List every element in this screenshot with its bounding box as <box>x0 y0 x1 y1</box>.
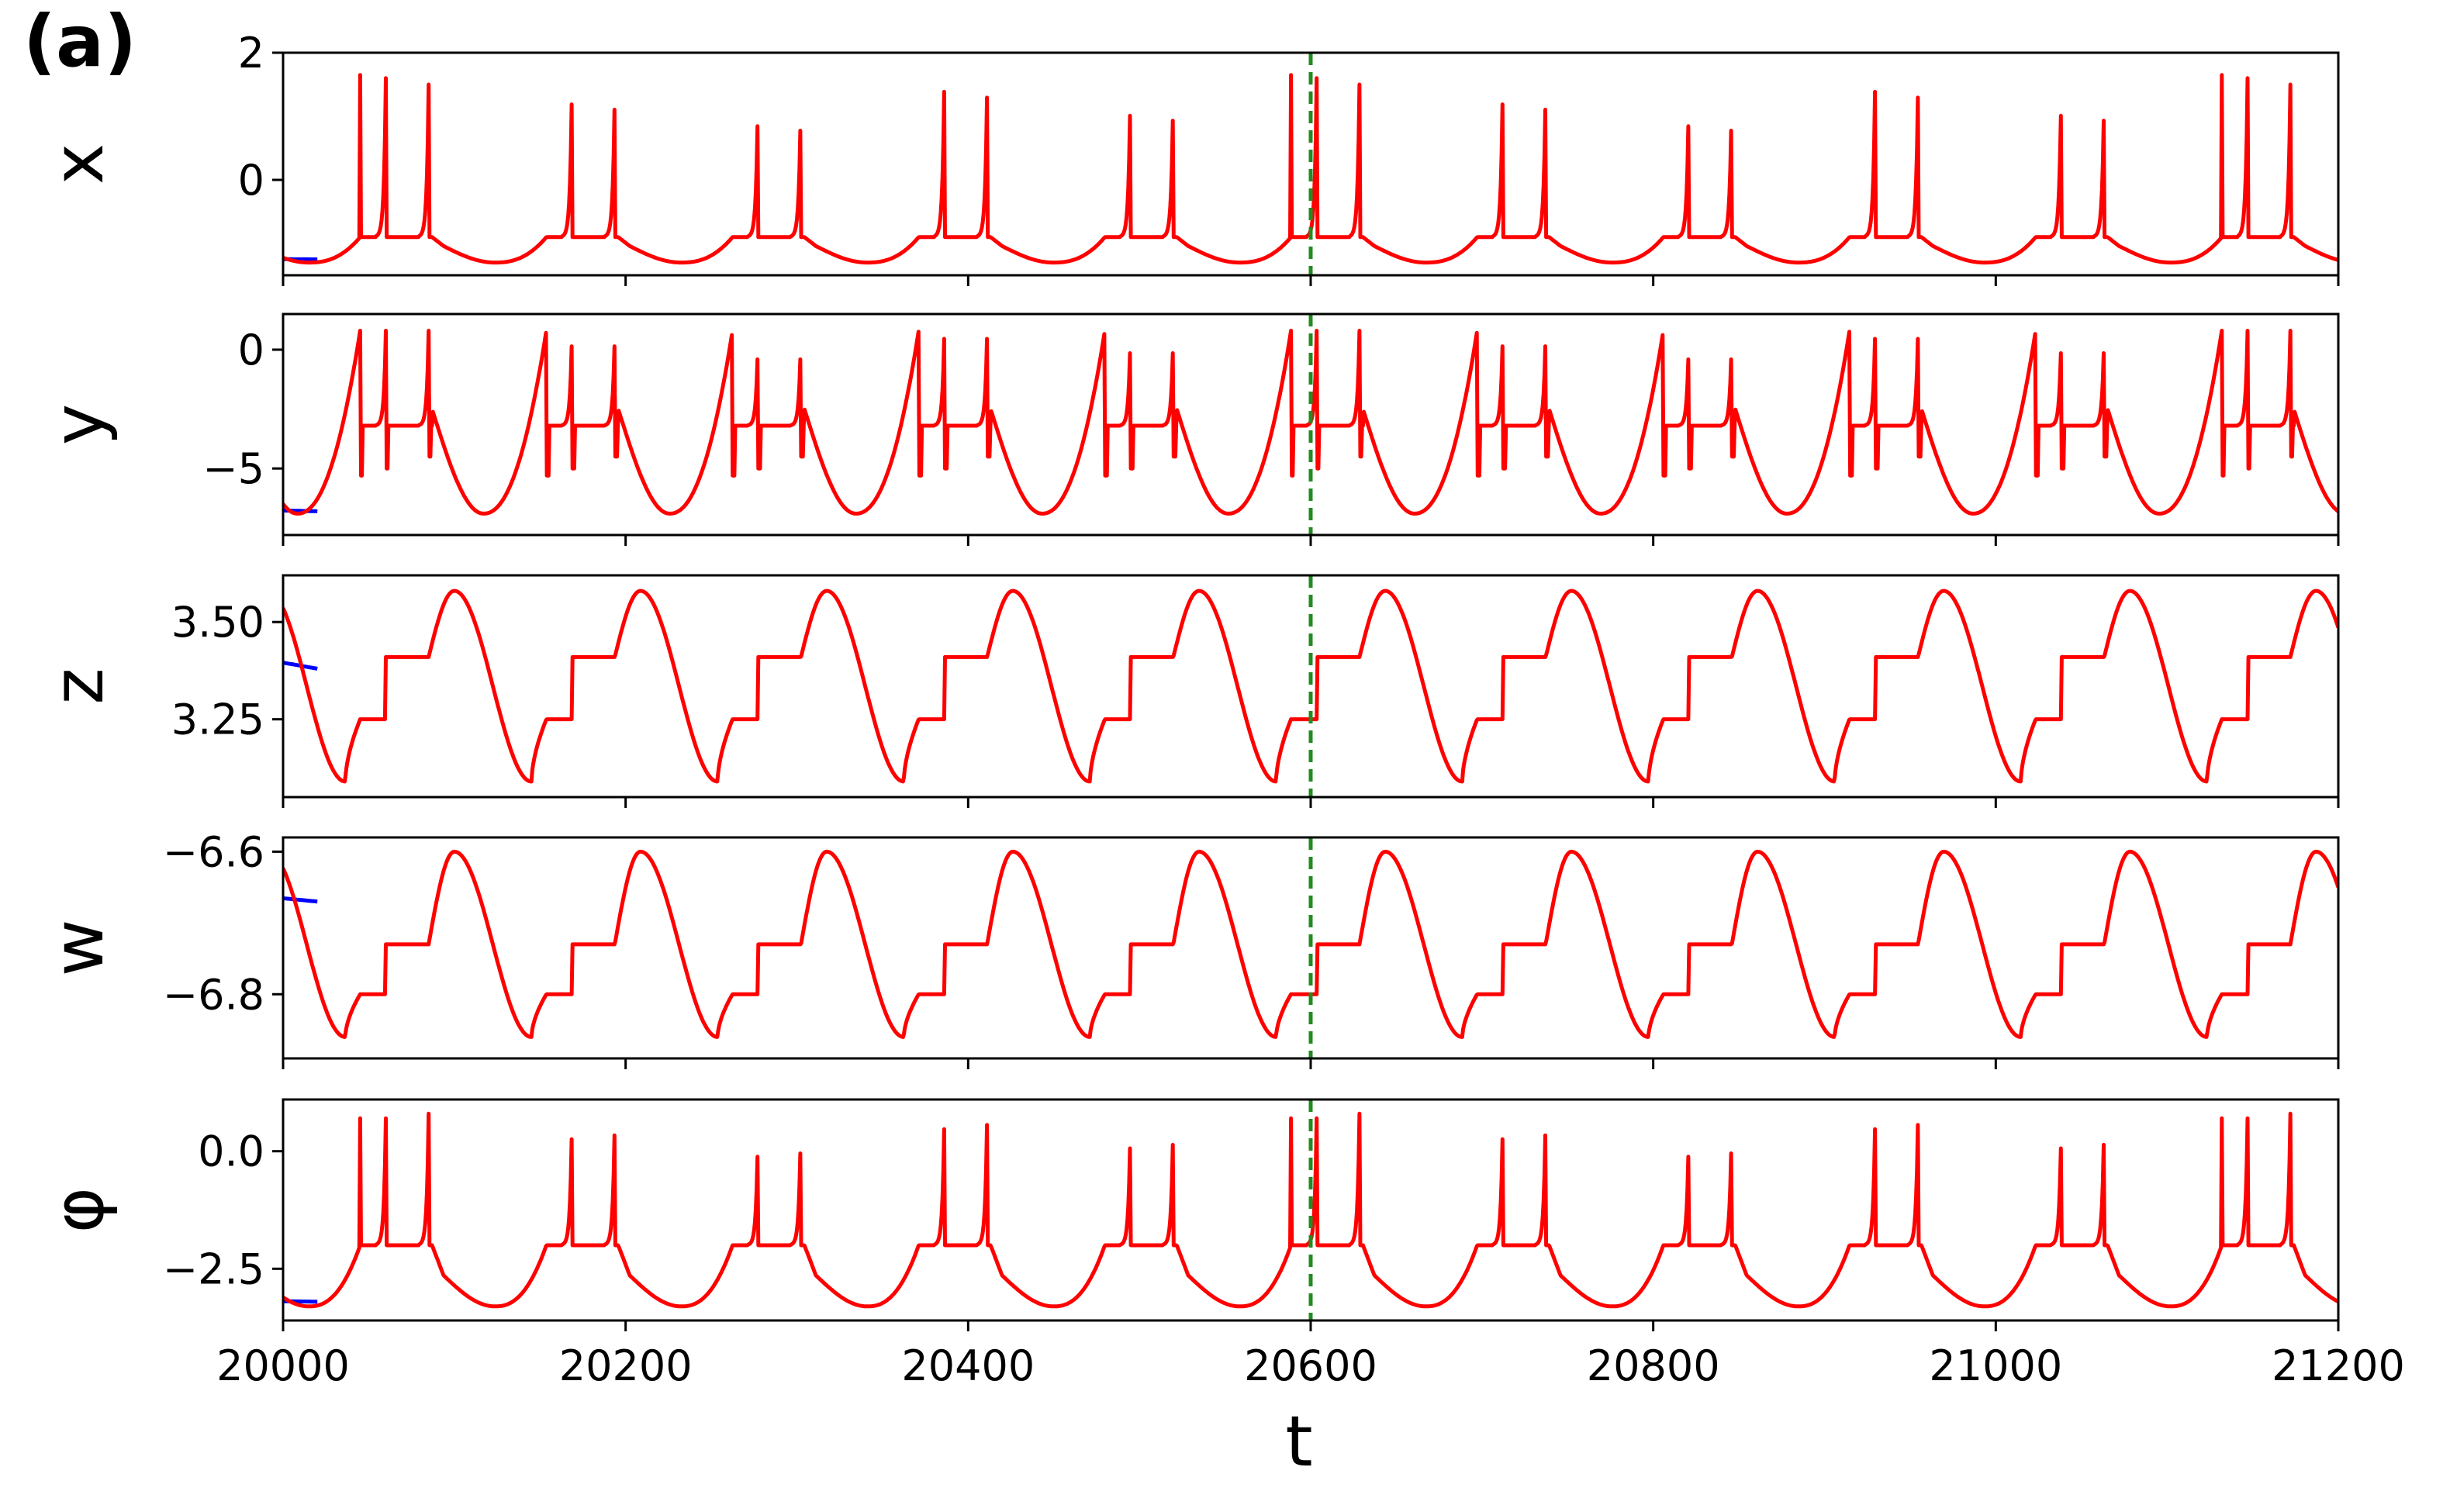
panel-4: −2.5 0.0 φ <box>38 1098 2340 1331</box>
x-tick-label: 20200 <box>559 1341 693 1390</box>
x-tick-label: 21200 <box>2272 1341 2405 1390</box>
y-axis-label: y <box>38 404 119 445</box>
y-axis-label: w <box>38 920 119 977</box>
x-tick-label: 20400 <box>901 1341 1035 1390</box>
y-tick-label: 0 <box>238 156 264 205</box>
y-tick-label: −5 <box>202 444 264 493</box>
y-tick-label: 2 <box>238 29 264 78</box>
panels-group: 0 2 x −5 0 y 3.25 3.50 z −6.8 −6.6 w −2.5 0.0 φ <box>38 29 2340 1331</box>
axes-frame <box>282 836 2340 1060</box>
y-tick-label: −6.6 <box>163 827 264 876</box>
panel-1: −5 0 y <box>38 312 2340 546</box>
panel-3: −6.8 −6.6 w <box>38 827 2340 1069</box>
y-tick-label: 0.0 <box>198 1127 264 1176</box>
y-axis-label: φ <box>38 1187 119 1233</box>
series-blue-line <box>283 896 318 904</box>
x-tick-label: 20800 <box>1587 1341 1720 1390</box>
x-tick-label: 20000 <box>216 1341 350 1390</box>
y-tick-label: 3.50 <box>171 598 264 647</box>
y-axis-label: x <box>38 143 119 185</box>
x-tick-label: 20600 <box>1244 1341 1377 1390</box>
x-axis: 20000 20200 20400 20600 20800 21000 21200 <box>216 1341 2405 1390</box>
axes-frame <box>282 1098 2340 1322</box>
axes-frame <box>282 574 2340 799</box>
y-tick-label: −2.5 <box>163 1244 264 1293</box>
panel-2: 3.25 3.50 z <box>38 574 2340 808</box>
x-axis-label: t <box>1285 1401 1312 1483</box>
y-tick-label: 0 <box>238 326 264 375</box>
panel-0: 0 2 x <box>38 29 2340 286</box>
panel-label: (a) <box>23 0 136 83</box>
x-tick-label: 21000 <box>1929 1341 2062 1390</box>
y-axis-label: z <box>38 668 119 704</box>
y-tick-label: 3.25 <box>171 696 264 744</box>
y-tick-label: −6.8 <box>163 970 264 1019</box>
